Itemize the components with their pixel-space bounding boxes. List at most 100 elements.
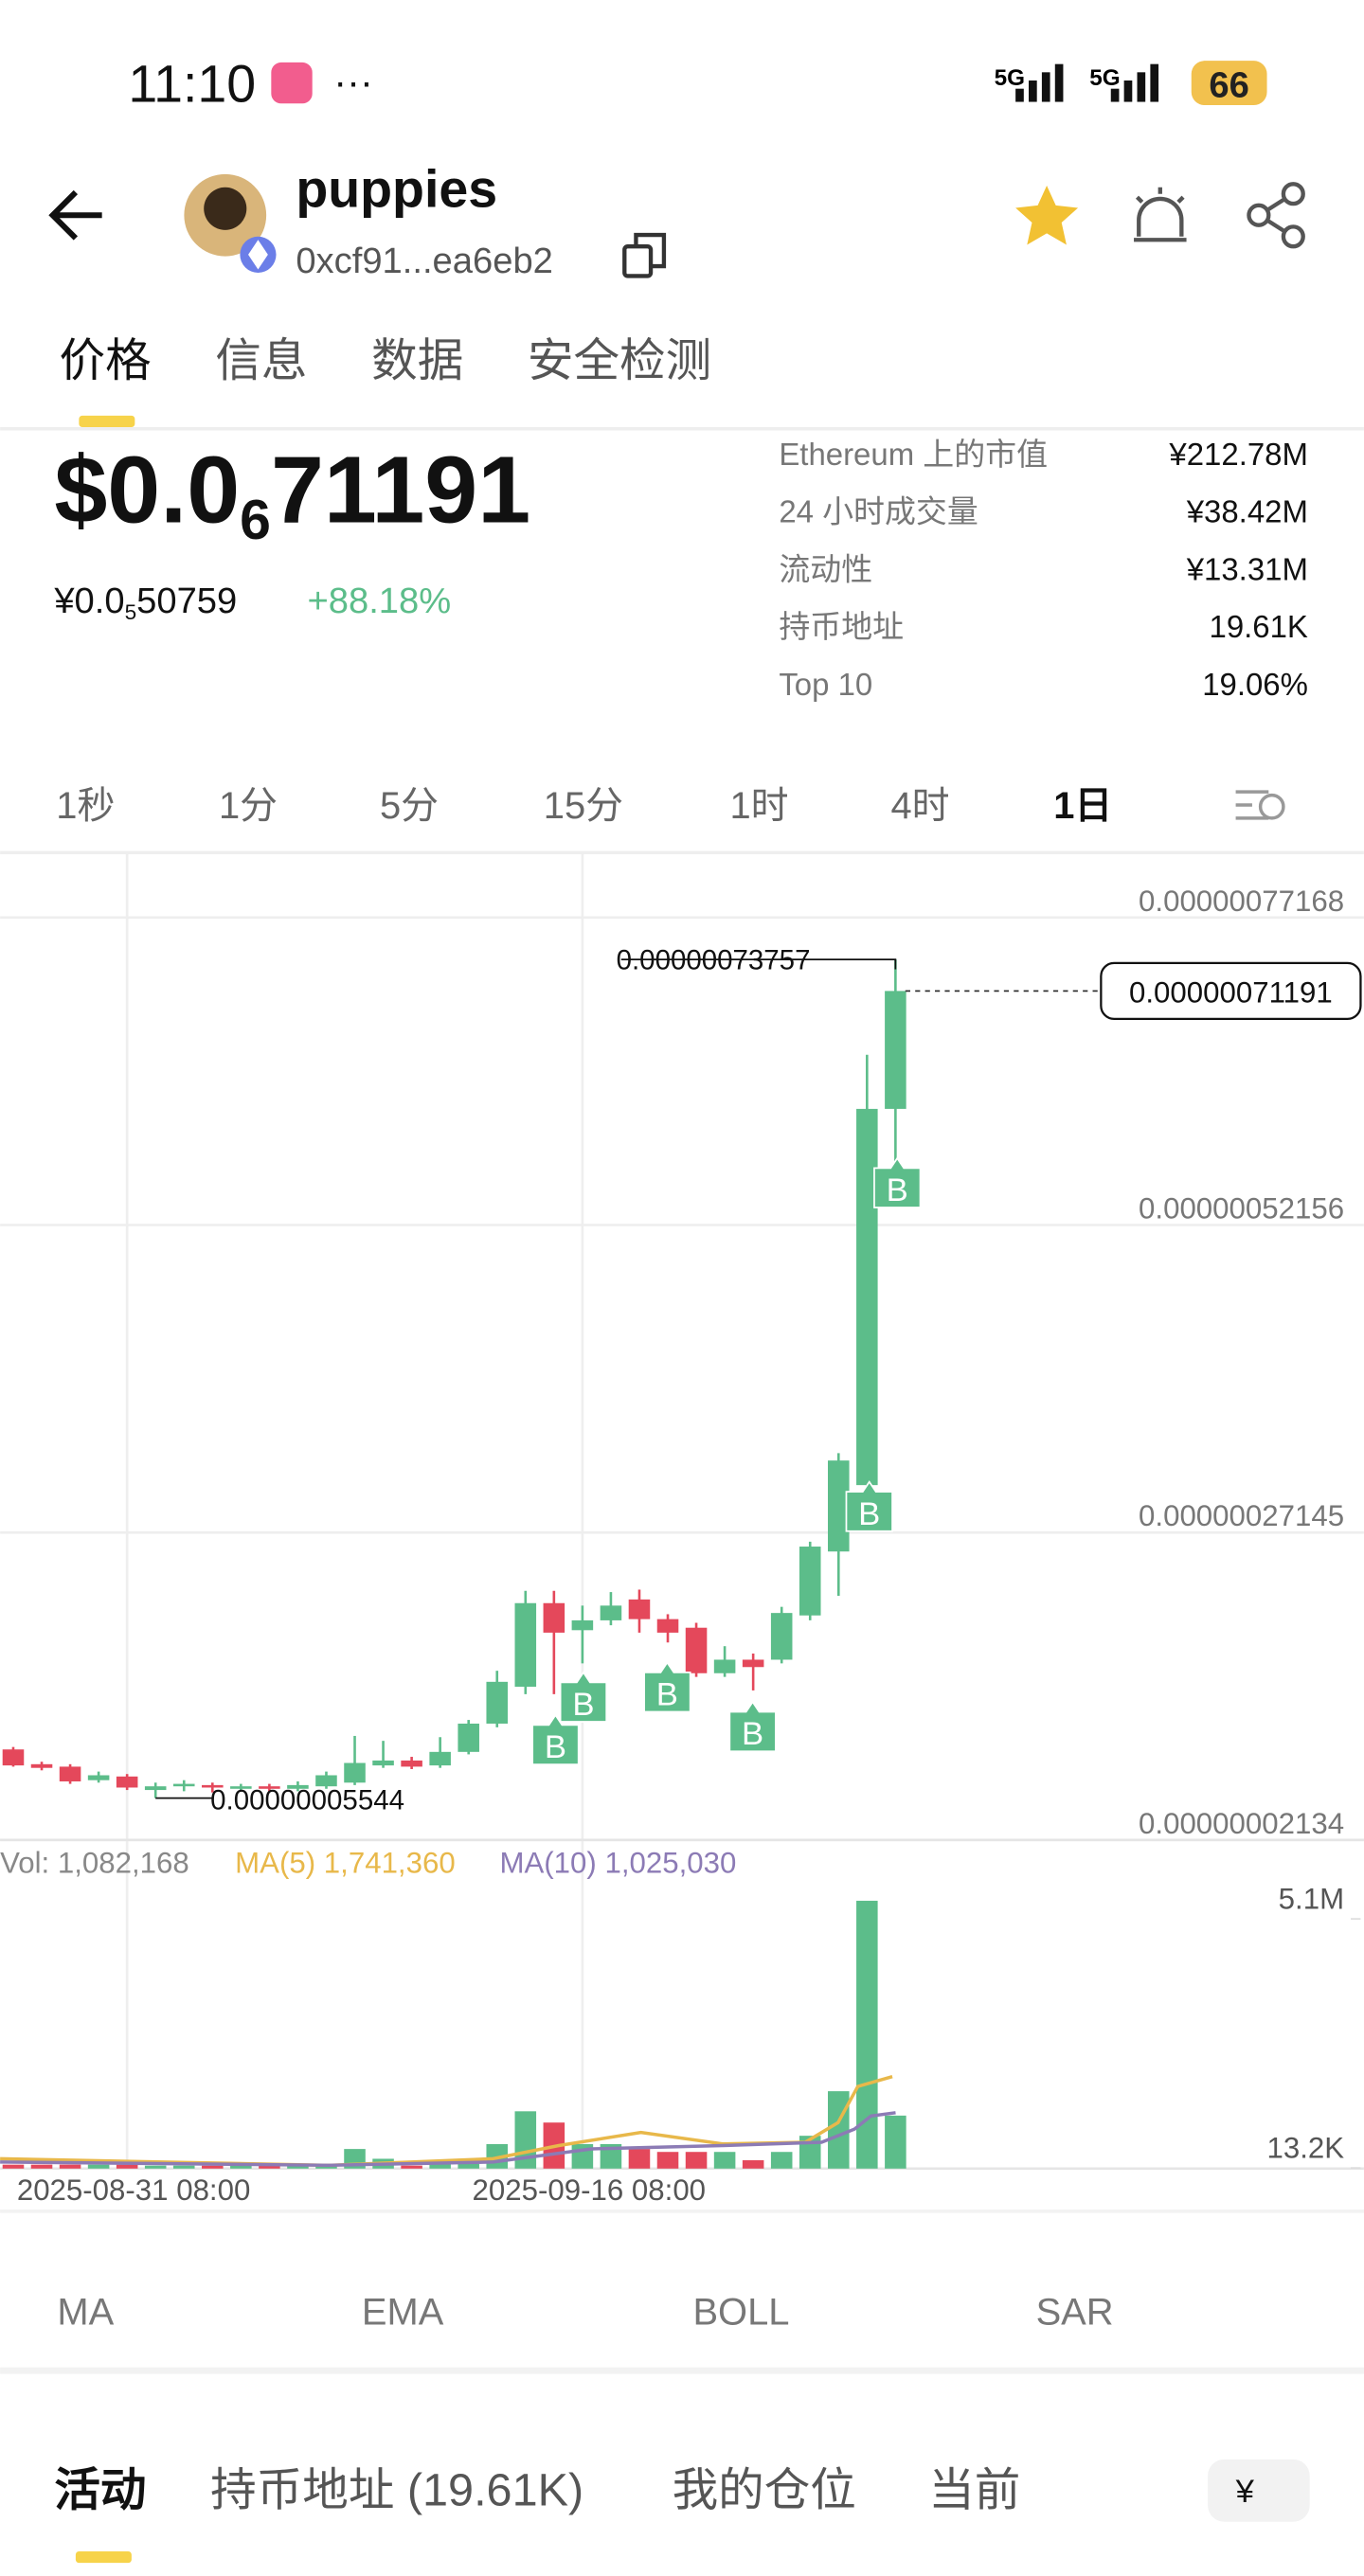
candle-body: [30, 1763, 53, 1768]
network: 5G: [1089, 65, 1120, 91]
bottom-tab[interactable]: 持币地址 (19.61K): [210, 2464, 583, 2515]
price-zeros: 6: [240, 490, 271, 551]
tab[interactable]: 价格: [60, 335, 152, 386]
stat-label: Ethereum 上的市值: [779, 437, 1048, 472]
candle-body: [543, 1602, 565, 1633]
interval[interactable]: 5分: [380, 785, 439, 827]
cny-digits: 50759: [136, 581, 237, 621]
tab[interactable]: 安全检测: [528, 335, 711, 386]
volume-bar: [116, 2164, 138, 2169]
volume-bar: [30, 2164, 53, 2169]
price-prefix: $0.0: [54, 438, 240, 544]
volume-bar: [2, 2164, 25, 2169]
bottom-tab[interactable]: 当前: [928, 2464, 1020, 2515]
tab-indicator: [79, 415, 135, 428]
candle-body: [458, 1723, 479, 1752]
candle-body: [87, 1775, 110, 1780]
volume-bar: [685, 2152, 708, 2169]
vol-info: Vol: 1,082,168: [0, 1847, 189, 1880]
token-address: 0xcf91...ea6eb2: [296, 241, 553, 281]
last-price-label: 0.00000071191: [1129, 976, 1333, 1010]
indicator[interactable]: BOLL: [692, 2292, 789, 2334]
buy-marker-label: B: [545, 1729, 566, 1765]
buy-marker: [845, 1480, 893, 1532]
volume-bar: [828, 2091, 850, 2169]
interval[interactable]: 1分: [219, 785, 278, 827]
interval[interactable]: 1秒: [56, 785, 115, 827]
volume-bar: [656, 2152, 679, 2169]
candle-body: [856, 1108, 878, 1486]
low-label: 0.00000005544: [210, 1785, 404, 1816]
candle-body: [372, 1760, 394, 1766]
candle-body: [571, 1619, 594, 1631]
annotation-line: [620, 958, 897, 970]
chart-settings[interactable]: [1235, 790, 1285, 820]
indicator[interactable]: EMA: [362, 2292, 444, 2334]
volume-bar: [401, 2165, 422, 2169]
interval[interactable]: 15分: [544, 785, 623, 827]
buy-marker: [728, 1700, 777, 1753]
copy-button[interactable]: [622, 232, 667, 278]
indicator[interactable]: MA: [57, 2292, 114, 2334]
volume-bar: [202, 2165, 224, 2169]
candle-body: [401, 1760, 422, 1767]
candle-body: [885, 991, 906, 1109]
buy-marker-label: B: [858, 1496, 880, 1532]
stat-value: ¥13.31M: [1186, 551, 1308, 586]
volume-bar: [172, 2165, 195, 2169]
buy-marker-label: B: [742, 1716, 763, 1752]
candle-body: [799, 1547, 821, 1616]
candle-body: [770, 1613, 793, 1660]
network: 5G: [995, 65, 1025, 91]
candle-body: [116, 1776, 138, 1788]
candle-body: [230, 1786, 252, 1789]
back-button[interactable]: [48, 189, 102, 241]
interval[interactable]: 1时: [729, 785, 788, 827]
volume-bar: [628, 2149, 651, 2169]
bottom-tab[interactable]: 活动: [54, 2464, 146, 2515]
divider: [0, 2367, 1364, 2374]
volume-bar: [259, 2165, 280, 2169]
buy-marker-label: B: [887, 1172, 908, 1208]
bottom-tab[interactable]: 我的仓位: [673, 2464, 856, 2515]
buy-marker-label: B: [572, 1687, 594, 1723]
interval[interactable]: 1日: [1053, 785, 1112, 827]
y-tick-label: 0.00000002134: [1139, 1807, 1344, 1840]
candle-body: [742, 1659, 764, 1668]
price-change: +88.18%: [307, 581, 451, 621]
y-tick-label: 0.00000077168: [1139, 885, 1344, 918]
favorite-button[interactable]: [1015, 186, 1079, 245]
candle-body: [713, 1659, 736, 1673]
buy-marker-label: B: [656, 1677, 678, 1713]
candle-body: [144, 1786, 167, 1791]
volume-bar: [856, 1901, 878, 2169]
candle-body: [600, 1605, 622, 1620]
candle-body: [828, 1460, 850, 1552]
currency-toggle[interactable]: [1208, 2459, 1310, 2522]
candle-body: [202, 1784, 224, 1788]
tab[interactable]: 信息: [215, 335, 307, 386]
interval[interactable]: 4时: [890, 785, 949, 827]
volume-bar: [230, 2165, 252, 2169]
candle-body: [514, 1602, 537, 1688]
token-name: puppies: [296, 160, 497, 219]
alert-button[interactable]: [1134, 187, 1187, 242]
candle-body: [315, 1775, 337, 1787]
volume-bar: [885, 2115, 906, 2169]
y-tick-label: 0.00000027145: [1139, 1499, 1344, 1532]
candle-body: [656, 1619, 679, 1633]
volume-bar: [429, 2163, 451, 2169]
cny-prefix: ¥0.0: [53, 581, 124, 621]
y-tick-label: 0.00000052156: [1139, 1192, 1344, 1225]
candle-body: [172, 1783, 195, 1787]
currency: ¥: [1235, 2474, 1255, 2510]
tab[interactable]: 数据: [371, 335, 463, 386]
indicator[interactable]: SAR: [1036, 2292, 1114, 2334]
volume-bar: [713, 2152, 736, 2169]
candle-body: [685, 1627, 708, 1673]
buy-marker: [531, 1713, 580, 1765]
share-button[interactable]: [1247, 182, 1305, 249]
battery-level: 66: [1209, 64, 1248, 105]
stat-value: 19.06%: [1202, 667, 1308, 702]
